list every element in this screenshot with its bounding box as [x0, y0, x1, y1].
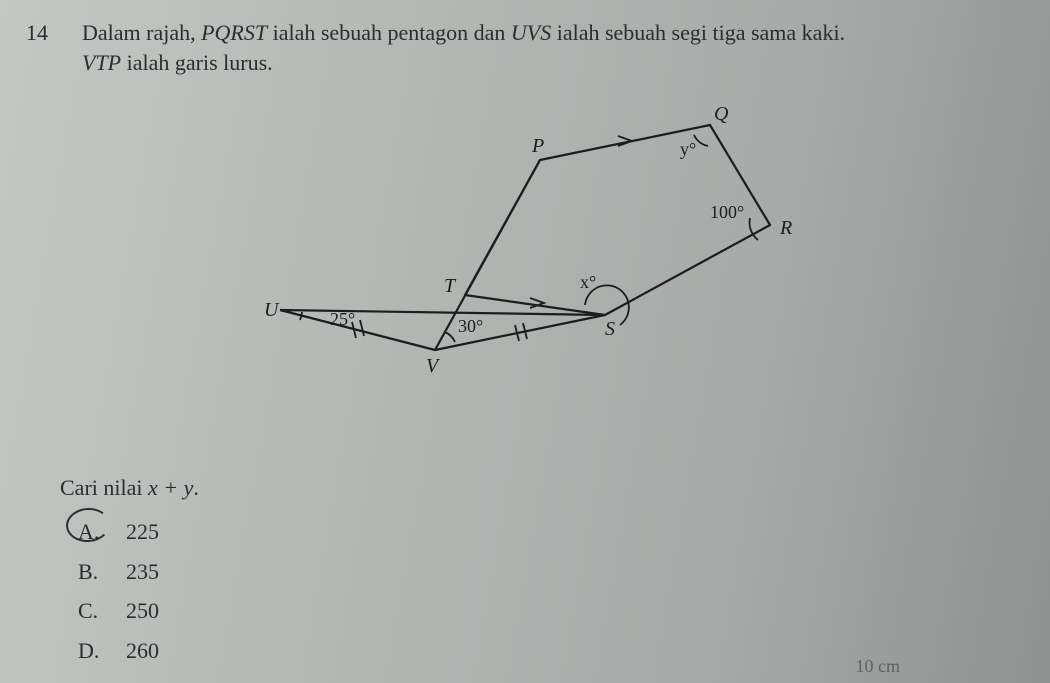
arrow-pq	[618, 136, 632, 146]
q-text-2: ialah garis lurus.	[121, 50, 273, 75]
line-vtp	[435, 160, 540, 350]
choices: A. 225 B. 235 C. 250 D. 260	[78, 512, 159, 670]
label-v: V	[426, 355, 441, 377]
question-number: 14	[26, 18, 58, 77]
choice-c[interactable]: C. 250	[78, 591, 159, 631]
arc-30	[445, 332, 455, 342]
q-text-1c: ialah sebuah segi tiga sama kaki.	[551, 20, 845, 45]
label-t: T	[444, 275, 457, 297]
choice-d[interactable]: D. 260	[78, 631, 159, 671]
angle-30: 30°	[458, 316, 483, 336]
angle-y: y°	[680, 139, 696, 159]
label-p: P	[531, 135, 544, 157]
prompt: Cari nilai x + y.	[60, 475, 199, 501]
exam-page: 14 Dalam rajah, PQRST ialah sebuah penta…	[0, 0, 1050, 683]
angle-x: x°	[580, 272, 596, 292]
prompt-var: x + y	[148, 475, 193, 500]
q-italic-uvs: UVS	[511, 20, 551, 45]
choice-b-value: 235	[126, 552, 159, 592]
angle-25: 25°	[330, 309, 355, 329]
prompt-a: Cari nilai	[60, 475, 148, 500]
geometry-svg: P Q R S T U V y° 100° x° 30° 25°	[240, 100, 860, 390]
label-s: S	[605, 318, 615, 340]
label-u: U	[264, 299, 280, 321]
question-row: 14 Dalam rajah, PQRST ialah sebuah penta…	[26, 18, 1020, 77]
prompt-b: .	[193, 475, 199, 500]
choice-d-value: 260	[126, 631, 159, 671]
question-text: Dalam rajah, PQRST ialah sebuah pentagon…	[82, 18, 845, 77]
choice-b[interactable]: B. 235	[78, 552, 159, 592]
q-italic-vtp: VTP	[82, 50, 121, 75]
choice-b-letter: B.	[78, 552, 106, 592]
choice-a-letter: A.	[78, 512, 106, 552]
choice-d-letter: D.	[78, 631, 106, 671]
choice-c-letter: C.	[78, 591, 106, 631]
q-text-1b: ialah sebuah pentagon dan	[267, 20, 511, 45]
triangle-uvs	[280, 310, 605, 350]
label-r: R	[779, 217, 792, 239]
footer-fragment: 10 cm	[856, 656, 901, 677]
choice-c-value: 250	[126, 591, 159, 631]
q-text-1a: Dalam rajah,	[82, 20, 201, 45]
choice-a[interactable]: A. 225	[78, 512, 159, 552]
choice-a-value: 225	[126, 512, 159, 552]
figure: P Q R S T U V y° 100° x° 30° 25°	[240, 100, 860, 390]
angle-100: 100°	[710, 202, 744, 222]
q-italic-pqrst: PQRST	[201, 20, 267, 45]
label-q: Q	[714, 103, 729, 125]
